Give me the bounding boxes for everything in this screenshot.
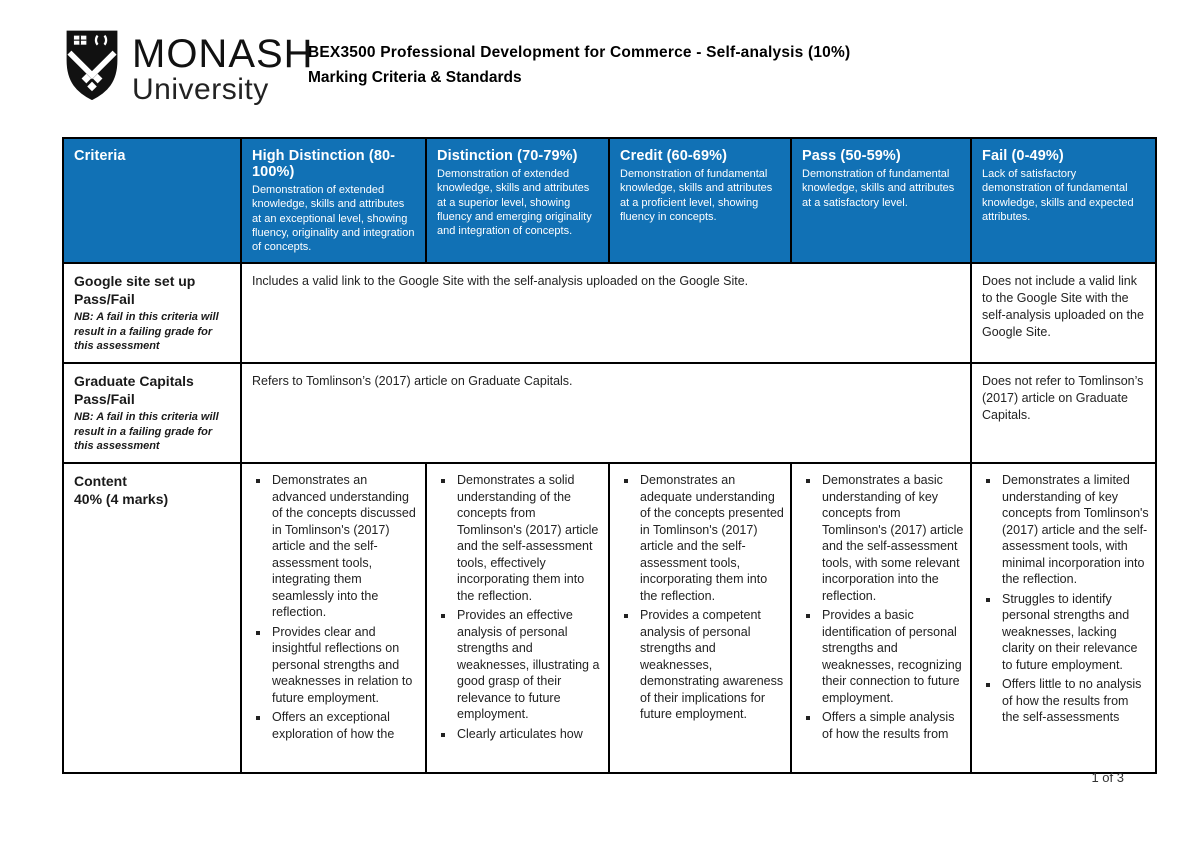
- bullet-list: Demonstrates an adequate understanding o…: [612, 472, 784, 723]
- bullet-item: Provides an effective analysis of person…: [455, 607, 602, 723]
- column-title: Pass (50-59%): [802, 148, 901, 164]
- content-distinction-cell: Demonstrates a solid understanding of th…: [425, 462, 610, 775]
- content-high-distinction-cell: Demonstrates an advanced understanding o…: [240, 462, 427, 775]
- bullet-item: Demonstrates a basic understanding of ke…: [820, 472, 964, 604]
- monash-shield-icon: [66, 30, 118, 100]
- content-fail-cell: Demonstrates a limited understanding of …: [970, 462, 1157, 775]
- criterion-cell: Google site set up Pass/Fail NB: A fail …: [62, 262, 242, 365]
- column-description: Demonstration of extended knowledge, ski…: [252, 184, 415, 254]
- criterion-grade-type: Pass/Fail: [74, 390, 135, 407]
- bullet-list: Demonstrates a basic understanding of ke…: [794, 472, 964, 742]
- criterion-cell: Graduate Capitals Pass/Fail NB: A fail i…: [62, 362, 242, 465]
- column-title: Criteria: [74, 148, 126, 164]
- column-description: Lack of satisfactory demonstration of fu…: [982, 168, 1134, 223]
- logo-wordmark-text: MONASH: [132, 32, 314, 76]
- column-description: Demonstration of extended knowledge, ski…: [437, 168, 592, 238]
- monash-wordmark: MONASH University: [132, 34, 314, 105]
- pass-standard-cell: Refers to Tomlinson’s (2017) article on …: [240, 362, 972, 465]
- column-description: Demonstration of fundamental knowledge, …: [620, 168, 773, 223]
- table-row-content: Content 40% (4 marks) Demonstrates an ad…: [62, 462, 1157, 775]
- column-title: Credit (60-69%): [620, 148, 728, 164]
- bullet-item: Offers an exceptional exploration of how…: [270, 709, 419, 742]
- header-cell-credit: Credit (60-69%) Demonstration of fundame…: [608, 136, 792, 265]
- column-description: Demonstration of fundamental knowledge, …: [802, 168, 955, 209]
- column-title: Distinction (70-79%): [437, 148, 578, 164]
- header-cell-fail: Fail (0-49%) Lack of satisfactory demons…: [970, 136, 1157, 265]
- bullet-item: Demonstrates an advanced understanding o…: [270, 472, 419, 621]
- criterion-weight: 40% (4 marks): [74, 490, 169, 507]
- header-cell-high-distinction: High Distinction (80-100%) Demonstration…: [240, 136, 427, 265]
- bullet-item: Offers little to no analysis of how the …: [1000, 676, 1149, 726]
- bullet-item: Demonstrates an adequate understanding o…: [638, 472, 784, 604]
- bullet-item: Offers a simple analysis of how the resu…: [820, 709, 964, 742]
- bullet-list: Demonstrates an advanced understanding o…: [244, 472, 419, 742]
- content-pass-cell: Demonstrates a basic understanding of ke…: [790, 462, 972, 775]
- monash-logo: MONASH University: [64, 30, 314, 105]
- bullet-item: Demonstrates a solid understanding of th…: [455, 472, 602, 604]
- header-cell-pass: Pass (50-59%) Demonstration of fundament…: [790, 136, 972, 265]
- bullet-item: Provides a competent analysis of persona…: [638, 607, 784, 723]
- fail-standard-cell: Does not include a valid link to the Goo…: [970, 262, 1157, 365]
- document-titles: BEX3500 Professional Development for Com…: [308, 44, 850, 87]
- criterion-title: Content: [74, 473, 127, 490]
- bullet-list: Demonstrates a limited understanding of …: [974, 472, 1149, 726]
- criterion-cell: Content 40% (4 marks): [62, 462, 242, 775]
- bullet-item: Clearly articulates how: [455, 726, 602, 743]
- column-title: Fail (0-49%): [982, 148, 1064, 164]
- bullet-item: Provides clear and insightful reflection…: [270, 624, 419, 707]
- table-row-google-site: Google site set up Pass/Fail NB: A fail …: [62, 262, 1157, 365]
- bullet-item: Demonstrates a limited understanding of …: [1000, 472, 1149, 588]
- document-subtitle: Marking Criteria & Standards: [308, 69, 522, 86]
- course-title: BEX3500 Professional Development for Com…: [308, 44, 851, 61]
- document-header: MONASH University BEX3500 Professional D…: [0, 0, 1200, 120]
- bullet-item: Struggles to identify personal strengths…: [1000, 591, 1149, 674]
- bullet-item: Provides a basic identification of perso…: [820, 607, 964, 706]
- logo-wordmark-sub: University: [132, 73, 269, 106]
- column-title: High Distinction (80-100%): [252, 148, 396, 180]
- criterion-note: NB: A fail in this criteria will result …: [74, 411, 219, 452]
- marking-criteria-table: Criteria High Distinction (80-100%) Demo…: [62, 136, 1157, 775]
- table-row-graduate-capitals: Graduate Capitals Pass/Fail NB: A fail i…: [62, 362, 1157, 465]
- header-cell-criteria: Criteria: [62, 136, 242, 265]
- criterion-note: NB: A fail in this criteria will result …: [74, 311, 219, 353]
- page-number: 1 of 3: [1091, 770, 1124, 785]
- content-credit-cell: Demonstrates an adequate understanding o…: [608, 462, 792, 775]
- bullet-list: Demonstrates a solid understanding of th…: [429, 472, 602, 742]
- criterion-title: Graduate Capitals: [74, 373, 194, 390]
- header-cell-distinction: Distinction (70-79%) Demonstration of ex…: [425, 136, 610, 265]
- fail-standard-cell: Does not refer to Tomlinson’s (2017) art…: [970, 362, 1157, 465]
- table-header-row: Criteria High Distinction (80-100%) Demo…: [62, 136, 1157, 265]
- criterion-grade-type: Pass/Fail: [74, 290, 135, 307]
- criterion-title: Google site set up: [74, 273, 196, 290]
- pass-standard-cell: Includes a valid link to the Google Site…: [240, 262, 972, 365]
